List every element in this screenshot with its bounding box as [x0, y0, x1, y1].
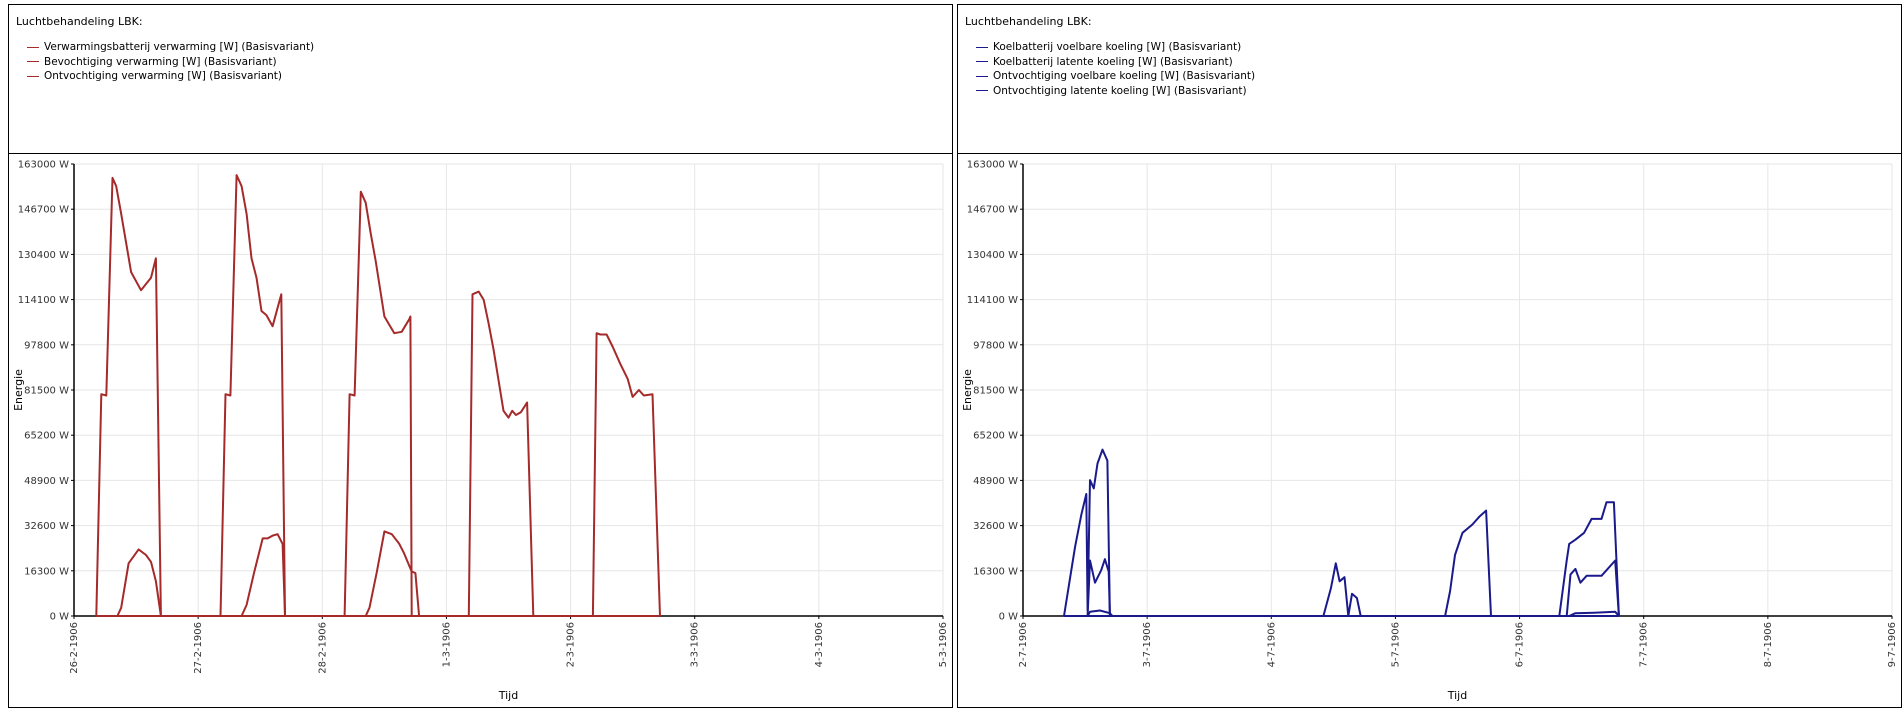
y-tick-label: 65200 W	[973, 431, 1018, 442]
x-tick-label: 3-7-1906	[1142, 622, 1153, 667]
legend-swatch	[27, 61, 39, 63]
y-tick-label: 81500 W	[24, 386, 69, 397]
x-tick-label: 6-7-1906	[1515, 622, 1526, 667]
x-tick-label: 2-7-1906	[1018, 622, 1029, 667]
plot-area: 0 W 16300 W 32600 W 48900 W 65200 W 81500 W 97…	[958, 154, 1901, 707]
legend-title: Luchtbehandeling LBK:	[965, 15, 1092, 28]
x-tick-label: 5-7-1906	[1390, 622, 1401, 667]
x-tick-label: 1-3-1906	[441, 622, 452, 667]
x-tick-label: 3-3-1906	[690, 622, 701, 667]
y-tick-label: 81500 W	[973, 386, 1018, 397]
chart-panel-cooling: Luchtbehandeling LBK: Koelbatterij voelb…	[957, 4, 1902, 708]
x-tick-label: 2-3-1906	[566, 622, 577, 667]
legend-swatch	[27, 75, 39, 77]
y-tick-label: 48900 W	[973, 476, 1018, 487]
y-tick-label: 114100 W	[18, 295, 69, 306]
legend-area: Luchtbehandeling LBK: Verwarmingsbatteri…	[9, 5, 952, 154]
x-tick-label: 4-7-1906	[1266, 622, 1277, 667]
series-line	[95, 174, 661, 617]
y-tick-label: 97800 W	[973, 340, 1018, 351]
legend-label: Koelbatterij latente koeling [W] (Basisv…	[993, 55, 1233, 68]
plot-area: 0 W 16300 W 32600 W 48900 W 65200 W 81500 W 97…	[9, 154, 952, 707]
y-tick-label: 146700 W	[18, 205, 69, 216]
legend-title: Luchtbehandeling LBK:	[16, 15, 143, 28]
legend-list: Koelbatterij voelbare koeling [W] (Basis…	[976, 40, 1255, 98]
legend-label: Bevochtiging verwarming [W] (Basisvarian…	[44, 55, 277, 68]
legend-item[interactable]: Ontvochtiging voelbare koeling [W] (Basi…	[976, 69, 1255, 84]
legend-label: Koelbatterij voelbare koeling [W] (Basis…	[993, 41, 1242, 54]
y-tick-label: 65200 W	[24, 431, 69, 442]
series-line	[1086, 558, 1620, 617]
legend-item[interactable]: Koelbatterij voelbare koeling [W] (Basis…	[976, 40, 1255, 55]
y-tick-label: 32600 W	[973, 521, 1018, 532]
legend-swatch	[976, 46, 988, 48]
y-tick-label: 16300 W	[973, 566, 1018, 577]
x-tick-label: 27-2-1906	[193, 622, 204, 674]
line-chart-heating: 0 W 16300 W 32600 W 48900 W 65200 W 81500 W 97…	[12, 160, 949, 703]
y-axis-title: Energie	[12, 369, 25, 411]
y-tick-label: 130400 W	[967, 250, 1018, 261]
y-tick-label: 146700 W	[967, 205, 1018, 216]
legend-label: Ontvochtiging verwarming [W] (Basisvaria…	[44, 70, 283, 83]
x-axis-title: Tijd	[498, 689, 518, 702]
y-tick-label: 0 W	[50, 612, 70, 623]
y-tick-label: 0 W	[999, 612, 1019, 623]
legend-item[interactable]: Bevochtiging verwarming [W] (Basisvarian…	[27, 55, 314, 70]
y-tick-label: 32600 W	[24, 521, 69, 532]
legend-item[interactable]: Koelbatterij latente koeling [W] (Basisv…	[976, 55, 1255, 70]
y-axis-title: Energie	[961, 369, 974, 411]
y-tick-label: 163000 W	[18, 160, 69, 171]
legend-label: Verwarmingsbatterij verwarming [W] (Basi…	[44, 41, 315, 54]
legend-item[interactable]: Verwarmingsbatterij verwarming [W] (Basi…	[27, 40, 314, 55]
legend-swatch	[27, 46, 39, 48]
legend-item[interactable]: Ontvochtiging latente koeling [W] (Basis…	[976, 84, 1255, 99]
legend-list: Verwarmingsbatterij verwarming [W] (Basi…	[27, 40, 314, 84]
x-tick-label: 4-3-1906	[814, 622, 825, 667]
y-tick-label: 163000 W	[967, 160, 1018, 171]
y-tick-label: 16300 W	[24, 566, 69, 577]
y-tick-label: 114100 W	[967, 295, 1018, 306]
legend-swatch	[976, 75, 988, 77]
legend-swatch	[976, 61, 988, 63]
legend-label: Ontvochtiging voelbare koeling [W] (Basi…	[993, 70, 1256, 83]
series-line	[116, 530, 421, 617]
x-tick-label: 9-7-1906	[1887, 622, 1898, 667]
y-tick-label: 130400 W	[18, 250, 69, 261]
legend-swatch	[976, 90, 988, 92]
x-tick-label: 8-7-1906	[1763, 622, 1774, 667]
legend-item[interactable]: Ontvochtiging verwarming [W] (Basisvaria…	[27, 69, 314, 84]
x-axis-title: Tijd	[1447, 689, 1467, 702]
x-tick-label: 26-2-1906	[69, 622, 80, 674]
legend-label: Ontvochtiging latente koeling [W] (Basis…	[993, 84, 1247, 97]
x-tick-label: 5-3-1906	[938, 622, 949, 667]
y-tick-label: 97800 W	[24, 340, 69, 351]
x-tick-label: 7-7-1906	[1639, 622, 1650, 667]
series-line	[1063, 448, 1620, 617]
chart-panel-heating: Luchtbehandeling LBK: Verwarmingsbatteri…	[8, 4, 953, 708]
legend-area: Luchtbehandeling LBK: Koelbatterij voelb…	[958, 5, 1901, 154]
x-tick-label: 28-2-1906	[317, 622, 328, 674]
line-chart-cooling: 0 W 16300 W 32600 W 48900 W 65200 W 81500 W 97…	[961, 160, 1898, 703]
y-tick-label: 48900 W	[24, 476, 69, 487]
